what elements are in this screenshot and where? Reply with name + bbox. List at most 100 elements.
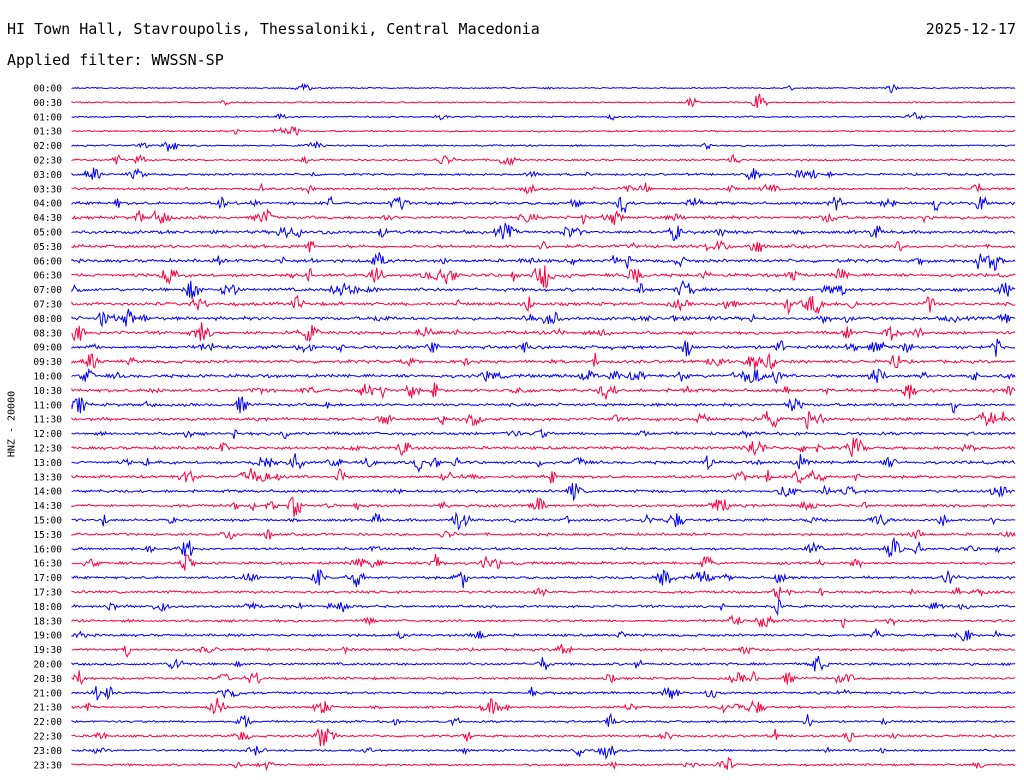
row-time-label: 05:00 <box>33 228 62 239</box>
trace-line <box>71 453 1016 474</box>
trace-line <box>71 126 1016 136</box>
trace-line <box>71 497 1016 518</box>
row-time-label: 00:30 <box>33 98 62 109</box>
row-time-label: 02:00 <box>33 141 62 152</box>
trace-line <box>71 195 1016 213</box>
trace-line <box>71 182 1016 195</box>
row-time-label: 18:30 <box>33 616 62 627</box>
trace-line <box>71 279 1016 299</box>
row-time-label: 19:00 <box>33 631 62 642</box>
row-time-label: 04:30 <box>33 213 62 224</box>
trace-line <box>71 223 1016 242</box>
trace-line <box>71 167 1016 181</box>
row-time-label: 07:00 <box>33 285 62 296</box>
row-time-label: 01:00 <box>33 112 62 123</box>
trace-line <box>71 153 1016 166</box>
trace-line <box>71 686 1016 701</box>
row-time-label: 19:30 <box>33 645 62 656</box>
row-time-label: 17:30 <box>33 588 62 599</box>
row-time-label: 20:30 <box>33 674 62 685</box>
row-time-label: 09:00 <box>33 343 62 354</box>
trace-line <box>71 529 1016 540</box>
row-time-label: 04:00 <box>33 199 62 210</box>
row-time-label: 16:00 <box>33 544 62 555</box>
row-time-label: 03:30 <box>33 184 62 195</box>
trace-line <box>71 208 1016 226</box>
row-time-label: 17:00 <box>33 573 62 584</box>
row-time-label: 22:30 <box>33 732 62 743</box>
row-time-label: 09:30 <box>33 357 62 368</box>
row-time-label: 12:00 <box>33 429 62 440</box>
trace-line <box>71 338 1016 357</box>
row-time-label: 07:30 <box>33 300 62 311</box>
row-time-label: 10:30 <box>33 386 62 397</box>
trace-line <box>71 599 1016 617</box>
trace-line <box>71 627 1016 642</box>
row-time-label: 06:00 <box>33 256 62 267</box>
trace-line <box>71 727 1016 747</box>
trace-line <box>71 482 1016 502</box>
row-time-label: 14:30 <box>33 501 62 512</box>
row-time-label: 08:30 <box>33 328 62 339</box>
row-time-label: 23:00 <box>33 746 62 757</box>
row-time-label: 23:30 <box>33 760 62 771</box>
trace-line <box>71 352 1016 370</box>
trace-line <box>71 322 1016 343</box>
row-time-label: 01:30 <box>33 127 62 138</box>
row-time-label: 22:00 <box>33 717 62 728</box>
row-time-label: 12:30 <box>33 444 62 455</box>
trace-line <box>71 252 1016 272</box>
row-time-label: 08:00 <box>33 314 62 325</box>
row-time-label: 14:00 <box>33 487 62 498</box>
trace-line <box>71 411 1016 431</box>
row-time-label: 21:30 <box>33 703 62 714</box>
trace-line <box>71 614 1016 629</box>
trace-line <box>71 93 1016 109</box>
trace-line <box>71 437 1016 457</box>
trace-line <box>71 655 1016 672</box>
trace-line <box>71 239 1016 253</box>
trace-line <box>71 569 1016 589</box>
trace-line <box>71 586 1016 601</box>
trace-line <box>71 756 1016 772</box>
trace-line <box>71 511 1016 531</box>
row-time-label: 18:00 <box>33 602 62 613</box>
trace-line <box>71 111 1016 121</box>
row-time-label: 06:30 <box>33 271 62 282</box>
trace-line <box>71 265 1016 290</box>
filter-label: Applied filter: WWSSN-SP <box>7 51 224 69</box>
station-title: HI Town Hall, Stavroupolis, Thessaloniki… <box>7 20 540 38</box>
row-time-label: 13:00 <box>33 458 62 469</box>
trace-line <box>71 308 1016 328</box>
row-time-label: 10:00 <box>33 372 62 383</box>
trace-line <box>71 140 1016 152</box>
row-time-label: 03:00 <box>33 170 62 181</box>
row-time-label: 16:30 <box>33 559 62 570</box>
trace-line <box>71 745 1016 761</box>
row-time-label: 02:30 <box>33 156 62 167</box>
row-time-label: 21:00 <box>33 688 62 699</box>
trace-line <box>71 554 1016 571</box>
trace-line <box>71 367 1016 385</box>
trace-line <box>71 712 1016 728</box>
row-time-label: 00:00 <box>33 84 62 95</box>
row-time-label: 20:00 <box>33 660 62 671</box>
trace-line <box>71 536 1016 558</box>
trace-line <box>71 428 1016 440</box>
row-time-label: 15:30 <box>33 530 62 541</box>
trace-line <box>71 468 1016 485</box>
trace-line <box>71 294 1016 316</box>
trace-line <box>71 82 1016 94</box>
record-date: 2025-12-17 <box>925 20 1016 38</box>
row-time-label: 15:00 <box>33 516 62 527</box>
row-time-label: 11:00 <box>33 400 62 411</box>
row-time-label: 05:30 <box>33 242 62 253</box>
trace-line <box>71 395 1016 414</box>
row-time-label: 11:30 <box>33 415 62 426</box>
trace-line <box>71 697 1016 715</box>
trace-line <box>71 382 1016 400</box>
row-time-label: 13:30 <box>33 472 62 483</box>
trace-line <box>71 643 1016 658</box>
trace-line <box>71 670 1016 686</box>
